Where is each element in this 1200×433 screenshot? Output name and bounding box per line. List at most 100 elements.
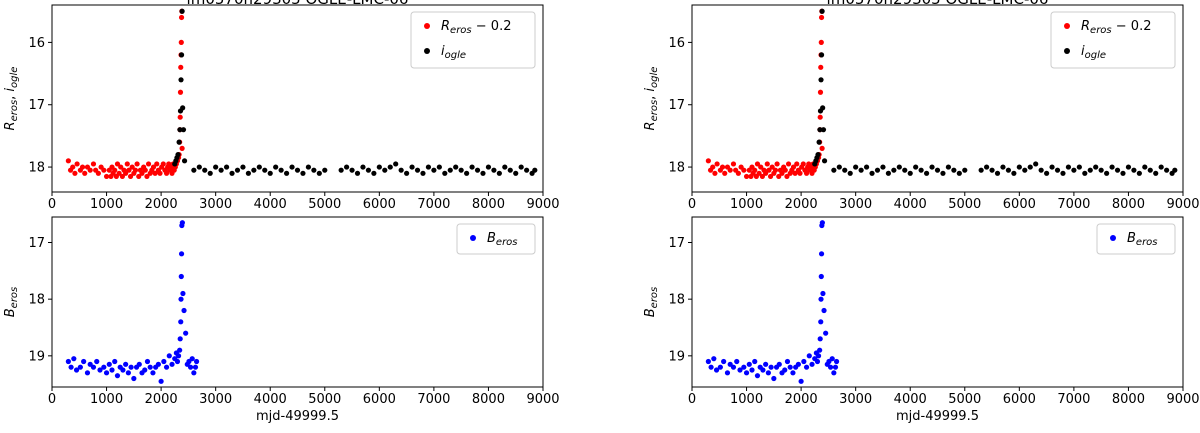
data-point bbox=[842, 167, 848, 173]
data-point bbox=[918, 167, 924, 173]
y-axis-label-text: Reros, iogle bbox=[3, 67, 20, 131]
data-point bbox=[213, 164, 219, 170]
data-point bbox=[273, 164, 279, 170]
data-point bbox=[90, 364, 97, 370]
data-point bbox=[797, 170, 803, 176]
data-point bbox=[817, 347, 823, 353]
data-point bbox=[218, 167, 224, 173]
data-point bbox=[902, 167, 908, 173]
data-point bbox=[147, 364, 153, 370]
data-point bbox=[179, 145, 185, 151]
legend-box bbox=[1050, 11, 1176, 69]
data-point bbox=[393, 161, 399, 167]
data-point bbox=[712, 170, 718, 176]
data-point bbox=[154, 161, 160, 167]
legend-marker bbox=[424, 48, 430, 54]
data-point bbox=[382, 167, 388, 173]
data-point bbox=[84, 370, 91, 376]
data-point bbox=[134, 161, 140, 167]
data-point bbox=[795, 361, 801, 367]
x-axis-label: mjd-49999.5 bbox=[256, 409, 339, 424]
data-point bbox=[179, 8, 185, 14]
data-point bbox=[765, 370, 771, 376]
data-point bbox=[79, 164, 86, 170]
data-point bbox=[758, 164, 764, 170]
data-point bbox=[962, 167, 968, 173]
data-point bbox=[803, 364, 810, 370]
data-point bbox=[193, 358, 200, 365]
data-point bbox=[349, 167, 355, 173]
x-tick-label: 3000 bbox=[839, 197, 872, 212]
data-point bbox=[754, 161, 761, 167]
data-point bbox=[869, 170, 875, 176]
data-point bbox=[821, 307, 827, 314]
data-point bbox=[142, 367, 148, 373]
data-point bbox=[763, 361, 769, 367]
plot-frame bbox=[51, 4, 544, 193]
data-point bbox=[150, 164, 157, 170]
data-point bbox=[496, 170, 502, 176]
data-point bbox=[1082, 170, 1088, 176]
data-point bbox=[806, 353, 812, 359]
data-point bbox=[1109, 164, 1115, 170]
data-point bbox=[163, 364, 170, 370]
x-tick-label: 1000 bbox=[90, 197, 123, 212]
y-tick-label: 17 bbox=[28, 236, 45, 251]
data-point bbox=[858, 167, 864, 173]
data-point bbox=[245, 170, 251, 176]
data-point bbox=[223, 164, 230, 170]
data-point bbox=[923, 170, 930, 176]
data-point bbox=[77, 364, 83, 370]
x-tick-label: 4000 bbox=[894, 392, 927, 407]
data-point bbox=[305, 164, 312, 170]
data-point bbox=[180, 127, 187, 133]
data-point bbox=[240, 164, 246, 170]
data-point bbox=[823, 330, 829, 336]
data-point bbox=[524, 167, 530, 173]
data-point bbox=[106, 361, 112, 367]
data-point bbox=[187, 364, 194, 370]
data-point bbox=[74, 161, 80, 167]
data-point bbox=[1147, 167, 1153, 173]
legend-label: Reros − 0.2 bbox=[1081, 19, 1151, 36]
data-point bbox=[65, 158, 71, 164]
data-point bbox=[180, 105, 186, 111]
data-point bbox=[1054, 167, 1061, 173]
data-point bbox=[790, 370, 796, 376]
data-point bbox=[126, 167, 132, 173]
data-point bbox=[815, 353, 822, 359]
data-point bbox=[404, 170, 410, 176]
data-point bbox=[196, 164, 202, 170]
data-point bbox=[760, 367, 766, 373]
data-point bbox=[1153, 170, 1159, 176]
data-point bbox=[447, 167, 453, 173]
data-point bbox=[251, 167, 257, 173]
y-tick-label: 19 bbox=[668, 349, 685, 364]
data-point bbox=[178, 319, 184, 325]
data-point bbox=[120, 367, 126, 373]
x-tick-label: 2000 bbox=[145, 392, 178, 407]
data-point bbox=[181, 158, 188, 164]
data-point bbox=[177, 89, 184, 95]
data-point bbox=[294, 167, 301, 173]
data-point bbox=[178, 39, 184, 46]
y-tick-label: 17 bbox=[28, 98, 45, 113]
data-point bbox=[178, 296, 184, 302]
legend-marker bbox=[470, 235, 476, 241]
legend-label: Reros − 0.2 bbox=[441, 19, 511, 36]
x-tick-label: 1000 bbox=[90, 392, 123, 407]
data-point bbox=[95, 170, 101, 176]
data-point bbox=[152, 170, 158, 176]
data-point bbox=[125, 370, 131, 376]
data-point bbox=[322, 167, 328, 173]
data-point bbox=[387, 164, 393, 170]
data-point bbox=[103, 370, 110, 376]
data-point bbox=[771, 375, 777, 382]
data-point bbox=[1142, 164, 1148, 170]
data-point bbox=[735, 170, 741, 176]
x-tick-label: 5000 bbox=[948, 197, 981, 212]
x-tick-label: 9000 bbox=[1166, 197, 1199, 212]
y-tick-label: 18 bbox=[668, 293, 685, 308]
data-point bbox=[1033, 161, 1039, 167]
chart-title: lm0570n29305 OGLE-LMC-06 bbox=[827, 0, 1049, 8]
